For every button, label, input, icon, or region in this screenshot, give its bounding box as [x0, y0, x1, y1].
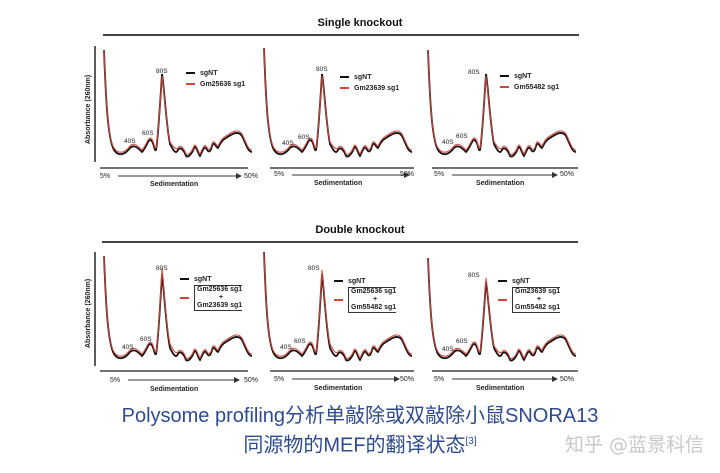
legend-item-knockout: Gm25636 sg1 + Gm23639 sg1 — [180, 285, 243, 311]
chart-legend: sgNT Gm25636 sg1 + Gm55482 sg1 — [334, 276, 397, 313]
legend-swatch-black — [500, 75, 509, 78]
chart-panel-single-2: 40S 60S 80S sgNT Gm23639 sg1 5% 50% Sedi… — [258, 44, 428, 194]
figure-caption-line1: Polysome profiling分析单敲除或双敲除小鼠SNORA13 — [121, 405, 599, 427]
legend-swatch-black — [334, 280, 343, 283]
legend-item-control: sgNT — [498, 276, 560, 287]
chart-plot — [427, 49, 578, 169]
peak-label-80s: 80S — [468, 69, 480, 76]
chart-panel-double-2: 40S 60S 80S sgNT Gm25636 sg1 + Gm55482 sg1… — [258, 248, 428, 398]
x-axis-end: 50% — [244, 173, 259, 180]
chart-plot — [427, 257, 578, 372]
x-axis-start: 5% — [274, 376, 285, 383]
x-axis-end: 50% — [560, 376, 575, 383]
peak-label-60s: 60S — [294, 338, 306, 345]
legend-item-knockout: Gm23639 sg1 — [340, 83, 399, 94]
peak-label-80s: 80S — [156, 265, 168, 272]
chart-legend: sgNT Gm55482 sg1 — [500, 71, 559, 93]
peak-label-80s: 80S — [468, 272, 480, 279]
x-axis-label: Sedimentation — [314, 180, 363, 187]
arrow-icon — [292, 376, 400, 382]
peak-label-60s: 60S — [298, 134, 310, 141]
peak-label-40s: 40S — [442, 139, 454, 146]
chart-plot — [263, 47, 414, 169]
chart-panel-single-1: Absorbance (260nm) 40S 60S 80S sgNT Gm25… — [85, 44, 259, 194]
peak-label-80s: 80S — [156, 68, 168, 75]
legend-swatch-black — [498, 280, 507, 283]
x-axis-label: Sedimentation — [150, 181, 199, 188]
peak-label-60s: 60S — [456, 338, 468, 345]
legend-item-knockout: Gm55482 sg1 — [500, 82, 559, 93]
x-axis-start: 5% — [274, 171, 285, 178]
x-axis-label: Sedimentation — [476, 385, 525, 392]
legend-swatch-red — [186, 83, 195, 86]
legend-swatch-black — [186, 72, 195, 75]
legend-swatch-red — [498, 299, 507, 301]
arrow-icon — [452, 376, 558, 382]
x-axis-start: 5% — [434, 376, 445, 383]
chart-legend: sgNT Gm23639 sg1 — [340, 72, 399, 94]
legend-item-knockout: Gm25636 sg1 — [186, 79, 245, 90]
peak-label-60s: 60S — [456, 133, 468, 140]
legend-item-control: sgNT — [180, 274, 242, 285]
legend-item-knockout: Gm23639 sg1 + Gm55482 sg1 — [498, 287, 561, 313]
peak-label-40s: 40S — [122, 344, 134, 351]
x-axis-end: 50% — [560, 171, 575, 178]
chart-legend: sgNT Gm25636 sg1 — [186, 68, 245, 90]
legend-swatch-red — [180, 297, 189, 299]
legend-bracket: Gm23639 sg1 + Gm55482 sg1 — [512, 287, 561, 313]
x-axis-end: 50% — [400, 171, 415, 178]
peak-label-80s: 80S — [308, 265, 320, 272]
x-axis-label: Sedimentation — [314, 385, 363, 392]
x-axis-label: Sedimentation — [476, 180, 525, 187]
x-axis-label: Sedimentation — [150, 386, 199, 393]
x-axis-start: 5% — [434, 171, 445, 178]
legend-item-control: sgNT — [186, 68, 245, 79]
chart-plot — [94, 46, 253, 169]
single-knockout-title: Single knockout — [317, 17, 403, 29]
peak-label-60s: 60S — [142, 130, 154, 137]
x-axis-end: 50% — [244, 377, 259, 384]
peak-label-40s: 40S — [282, 140, 294, 147]
arrow-icon — [128, 377, 240, 383]
chart-panel-single-3: 40S 60S 80S sgNT Gm55482 sg1 5% 50% Sedi… — [424, 44, 594, 194]
x-axis-start: 5% — [110, 377, 121, 384]
chart-panel-double-1: Absorbance (260nm) 40S 60S 80S sgNT Gm25… — [85, 248, 259, 398]
legend-swatch-red — [334, 299, 343, 301]
peak-label-40s: 40S — [124, 138, 136, 145]
x-axis-start: 5% — [100, 173, 111, 180]
peak-label-40s: 40S — [280, 344, 292, 351]
arrow-icon — [292, 172, 410, 178]
legend-swatch-red — [500, 86, 509, 89]
single-knockout-rule — [103, 34, 579, 36]
legend-swatch-red — [340, 87, 349, 90]
legend-bracket: Gm25636 sg1 + Gm55482 sg1 — [348, 287, 397, 313]
watermark-text: 知乎 @蓝景科信 — [564, 434, 704, 456]
peak-label-60s: 60S — [140, 336, 152, 343]
legend-item-control: sgNT — [334, 276, 396, 287]
peak-label-40s: 40S — [442, 346, 454, 353]
chart-plot — [94, 252, 253, 372]
chart-panel-double-3: 40S 60S 80S sgNT Gm23639 sg1 + Gm55482 sg1… — [424, 248, 594, 398]
caption-reference: [3] — [465, 436, 477, 447]
legend-item-knockout: Gm25636 sg1 + Gm55482 sg1 — [334, 287, 397, 313]
caption-text: 同源物的MEF的翻译状态 — [243, 434, 466, 457]
double-knockout-title: Double knockout — [315, 224, 405, 236]
arrow-icon — [452, 172, 558, 178]
legend-item-control: sgNT — [500, 71, 559, 82]
double-knockout-rule — [102, 241, 578, 243]
chart-plot — [263, 251, 414, 372]
arrow-icon — [118, 173, 242, 179]
peak-label-80s: 80S — [316, 66, 328, 73]
legend-swatch-black — [340, 76, 349, 79]
chart-legend: sgNT Gm23639 sg1 + Gm55482 sg1 — [498, 276, 561, 313]
legend-bracket: Gm25636 sg1 + Gm23639 sg1 — [194, 285, 243, 311]
legend-item-control: sgNT — [340, 72, 399, 83]
chart-legend: sgNT Gm25636 sg1 + Gm23639 sg1 — [180, 274, 243, 311]
figure-caption-line2: 同源物的MEF的翻译状态[3] — [0, 430, 720, 458]
legend-swatch-black — [180, 278, 189, 281]
x-axis-end: 50% — [400, 376, 415, 383]
